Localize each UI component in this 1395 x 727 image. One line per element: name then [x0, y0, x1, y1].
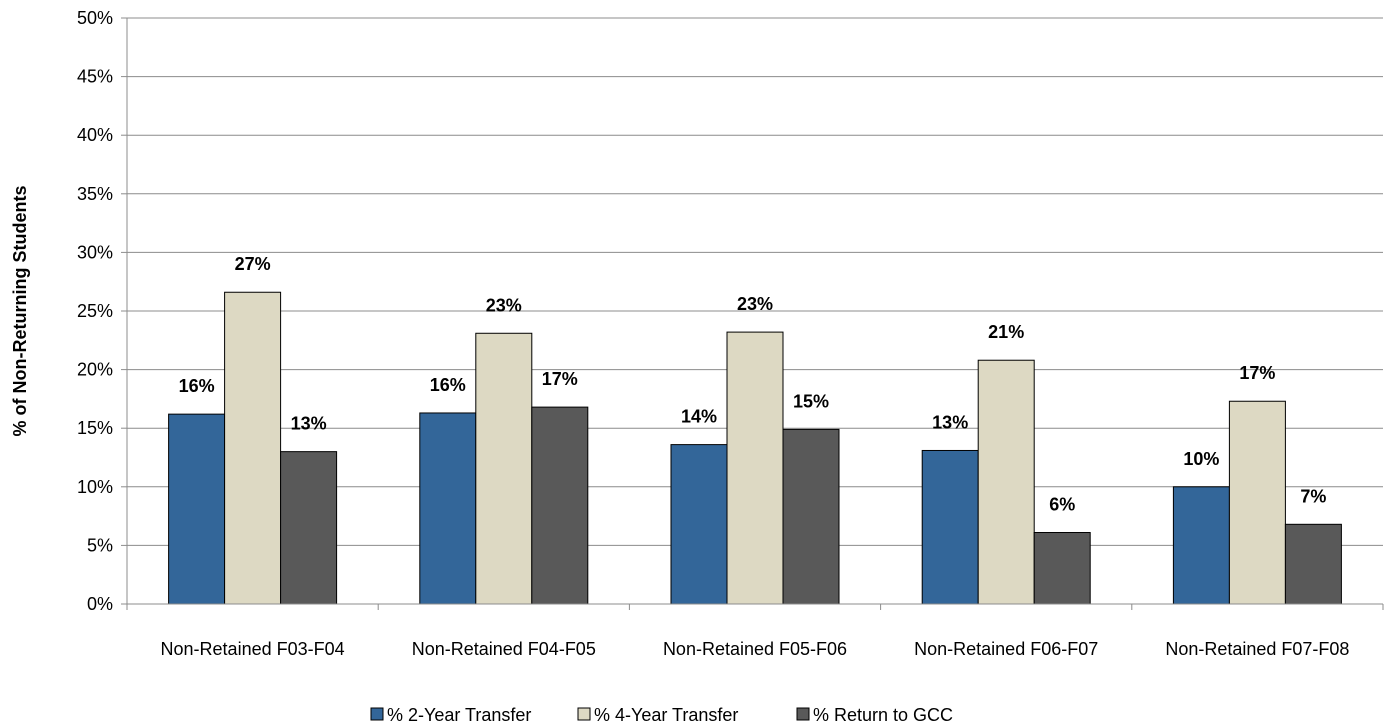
y-tick-label: 10%: [77, 477, 113, 497]
bar: [280, 451, 338, 605]
data-label: 23%: [486, 295, 522, 315]
y-tick-label: 45%: [77, 67, 113, 87]
legend-label: % 2-Year Transfer: [387, 705, 531, 725]
legend-label: % 4-Year Transfer: [594, 705, 738, 725]
bar: [1033, 532, 1091, 605]
bars: [168, 291, 1342, 605]
y-axis-ticks: 0% 5% 10% 15% 20% 25% 30% 35% 40% 45% 50%: [77, 8, 127, 614]
data-label: 7%: [1300, 486, 1326, 506]
category-label: Non-Retained F03-F04: [161, 639, 345, 659]
data-label: 17%: [542, 369, 578, 389]
y-tick-label: 25%: [77, 301, 113, 321]
data-label: 21%: [988, 322, 1024, 342]
y-tick-label: 0%: [87, 594, 113, 614]
data-label: 14%: [681, 407, 717, 427]
bar: [168, 413, 226, 605]
y-tick-label: 20%: [77, 360, 113, 380]
category-label: Non-Retained F07-F08: [1165, 639, 1349, 659]
bar: [977, 359, 1035, 605]
bar: [1172, 486, 1230, 605]
legend: % 2-Year Transfer % 4-Year Transfer % Retu…: [370, 705, 953, 725]
bar: [475, 332, 533, 605]
bar: [419, 412, 477, 605]
bar: [1284, 523, 1342, 605]
data-labels: 16% 27% 13% 16% 23% 17% 14% 23% 15% 13% 21% 6% 10% 17…: [179, 254, 1327, 514]
y-tick-label: 40%: [77, 125, 113, 145]
category-label: Non-Retained F04-F05: [412, 639, 596, 659]
bar: [1228, 400, 1286, 605]
legend-label: % Return to GCC: [813, 705, 953, 725]
data-label: 16%: [430, 375, 466, 395]
data-label: 10%: [1183, 449, 1219, 469]
bar: [224, 291, 282, 605]
category-label: Non-Retained F06-F07: [914, 639, 1098, 659]
legend-swatch: [577, 707, 591, 721]
bar: [921, 449, 979, 605]
data-label: 13%: [291, 414, 327, 434]
legend-swatch: [370, 707, 384, 721]
y-tick-label: 5%: [87, 535, 113, 555]
y-axis-title: % of Non-Returning Students: [10, 186, 30, 437]
y-tick-label: 50%: [77, 8, 113, 28]
data-label: 27%: [235, 254, 271, 274]
data-label: 16%: [179, 376, 215, 396]
bar: [531, 406, 589, 605]
y-tick-label: 15%: [77, 418, 113, 438]
bar: [726, 331, 784, 605]
data-label: 17%: [1239, 363, 1275, 383]
data-label: 13%: [932, 412, 968, 432]
legend-swatch: [796, 707, 810, 721]
data-label: 6%: [1049, 495, 1075, 515]
axes: [126, 18, 1384, 610]
bar: [670, 444, 728, 605]
data-label: 23%: [737, 294, 773, 314]
bar: [782, 428, 840, 605]
category-labels: Non-Retained F03-F04 Non-Retained F04-F05…: [161, 639, 1350, 659]
y-tick-label: 30%: [77, 242, 113, 262]
data-label: 15%: [793, 391, 829, 411]
category-label: Non-Retained F05-F06: [663, 639, 847, 659]
y-tick-label: 35%: [77, 184, 113, 204]
